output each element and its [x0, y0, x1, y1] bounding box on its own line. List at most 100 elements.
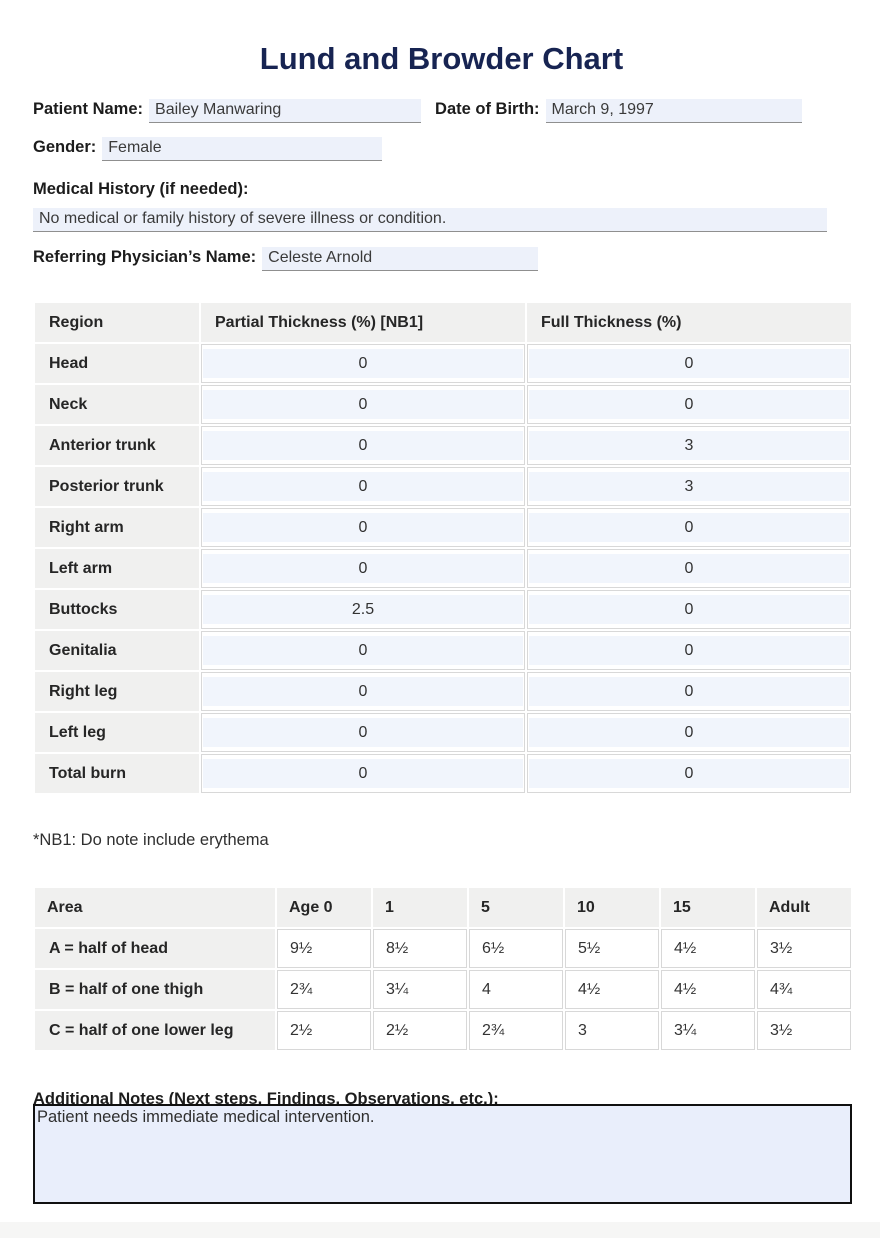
burn-partial-cell: 2.5 — [201, 590, 525, 629]
burn-table-header-row: Region Partial Thickness (%) [NB1] Full … — [35, 303, 851, 342]
burn-header-region: Region — [35, 303, 199, 342]
medical-history-label: Medical History (if needed): — [33, 180, 249, 198]
age-table-row: C = half of one lower leg 2½ 2½ 2¾ 3 3¼ 3½ — [35, 1011, 851, 1050]
burn-partial-cell: 0 — [201, 549, 525, 588]
burn-region-label: Anterior trunk — [35, 426, 199, 465]
burn-table-row: Right arm 0 0 — [35, 508, 851, 547]
age-value-cell: 8½ — [373, 929, 467, 968]
burn-header-full: Full Thickness (%) — [527, 303, 851, 342]
burn-partial-input[interactable]: 0 — [203, 554, 523, 583]
age-header-10: 10 — [565, 888, 659, 927]
burn-table-row: Total burn 0 0 — [35, 754, 851, 793]
physician-label: Referring Physician’s Name: — [33, 248, 257, 266]
burn-table-row: Left leg 0 0 — [35, 713, 851, 752]
burn-full-cell: 0 — [527, 385, 851, 424]
burn-partial-input[interactable]: 0 — [203, 677, 523, 706]
age-area-label: C = half of one lower leg — [35, 1011, 275, 1050]
burn-full-input[interactable]: 3 — [529, 472, 849, 501]
burn-partial-input[interactable]: 0 — [203, 390, 523, 419]
age-header-area: Area — [35, 888, 275, 927]
age-value-cell: 4½ — [661, 929, 755, 968]
age-table-header-row: Area Age 0 1 5 10 15 Adult — [35, 888, 851, 927]
burn-partial-cell: 0 — [201, 426, 525, 465]
burn-region-label: Left arm — [35, 549, 199, 588]
age-value-cell: 2¾ — [469, 1011, 563, 1050]
gender-label: Gender: — [33, 138, 97, 156]
age-value-cell: 4½ — [661, 970, 755, 1009]
burn-partial-input[interactable]: 2.5 — [203, 595, 523, 624]
burn-region-label: Total burn — [35, 754, 199, 793]
age-area-label: A = half of head — [35, 929, 275, 968]
burn-partial-cell: 0 — [201, 754, 525, 793]
burn-full-cell: 0 — [527, 549, 851, 588]
physician-input[interactable]: Celeste Arnold — [262, 247, 539, 271]
burn-full-cell: 0 — [527, 508, 851, 547]
burn-header-partial: Partial Thickness (%) [NB1] — [201, 303, 525, 342]
burn-table-row: Buttocks 2.5 0 — [35, 590, 851, 629]
age-header-1: 1 — [373, 888, 467, 927]
gender-input[interactable]: Female — [102, 137, 383, 161]
medical-history-input[interactable]: No medical or family history of severe i… — [33, 208, 827, 232]
burn-partial-input[interactable]: 0 — [203, 636, 523, 665]
age-value-cell: 3¼ — [373, 970, 467, 1009]
burn-table-row: Posterior trunk 0 3 — [35, 467, 851, 506]
burn-full-input[interactable]: 0 — [529, 759, 849, 788]
age-header-adult: Adult — [757, 888, 851, 927]
burn-partial-input[interactable]: 0 — [203, 513, 523, 542]
age-value-cell: 4 — [469, 970, 563, 1009]
burn-full-cell: 0 — [527, 672, 851, 711]
age-area-label: B = half of one thigh — [35, 970, 275, 1009]
medical-history-field-row: No medical or family history of severe i… — [33, 208, 850, 232]
age-table: Area Age 0 1 5 10 15 Adult A = half of h… — [33, 886, 853, 1052]
age-value-cell: 3¼ — [661, 1011, 755, 1050]
burn-full-cell: 0 — [527, 590, 851, 629]
patient-name-label: Patient Name: — [33, 100, 144, 118]
age-table-row: A = half of head 9½ 8½ 6½ 5½ 4½ 3½ — [35, 929, 851, 968]
burn-region-label: Genitalia — [35, 631, 199, 670]
page-title: Lund and Browder Chart — [259, 41, 624, 76]
medical-history-row: Medical History (if needed): — [33, 180, 850, 199]
additional-notes-input[interactable]: Patient needs immediate medical interven… — [33, 1104, 852, 1204]
burn-full-input[interactable]: 0 — [529, 554, 849, 583]
burn-partial-input[interactable]: 0 — [203, 349, 523, 378]
burn-partial-cell: 0 — [201, 631, 525, 670]
burn-partial-cell: 0 — [201, 713, 525, 752]
burn-table-row: Head 0 0 — [35, 344, 851, 383]
page-edge-strip — [0, 1222, 880, 1238]
age-value-cell: 2¾ — [277, 970, 371, 1009]
patient-name-input[interactable]: Bailey Manwaring — [149, 99, 422, 123]
burn-full-input[interactable]: 0 — [529, 677, 849, 706]
burn-full-input[interactable]: 0 — [529, 513, 849, 542]
burn-region-label: Neck — [35, 385, 199, 424]
burn-partial-input[interactable]: 0 — [203, 472, 523, 501]
gender-row: Gender: Female — [33, 137, 850, 161]
burn-partial-cell: 0 — [201, 672, 525, 711]
additional-notes-label: Additional Notes (Next steps, Findings, … — [33, 1090, 499, 1108]
burn-region-label: Right leg — [35, 672, 199, 711]
dob-input[interactable]: March 9, 1997 — [545, 99, 802, 123]
burn-partial-input[interactable]: 0 — [203, 759, 523, 788]
burn-partial-cell: 0 — [201, 385, 525, 424]
burn-full-input[interactable]: 0 — [529, 718, 849, 747]
age-header-5: 5 — [469, 888, 563, 927]
burn-table-row: Right leg 0 0 — [35, 672, 851, 711]
patient-name-row: Patient Name: Bailey Manwaring Date of B… — [33, 99, 850, 123]
burn-full-input[interactable]: 0 — [529, 349, 849, 378]
burn-region-label: Posterior trunk — [35, 467, 199, 506]
burn-partial-input[interactable]: 0 — [203, 718, 523, 747]
burn-region-label: Buttocks — [35, 590, 199, 629]
burn-full-cell: 0 — [527, 713, 851, 752]
burn-table-body: Head 0 0 Neck 0 0 Anterior trunk 0 3 Posterior tr… — [35, 344, 851, 793]
age-value-cell: 6½ — [469, 929, 563, 968]
burn-full-input[interactable]: 3 — [529, 431, 849, 460]
nb1-note: *NB1: Do note include erythema — [33, 831, 269, 849]
burn-full-input[interactable]: 0 — [529, 636, 849, 665]
burn-region-label: Left leg — [35, 713, 199, 752]
burn-partial-input[interactable]: 0 — [203, 431, 523, 460]
burn-region-label: Right arm — [35, 508, 199, 547]
burn-full-input[interactable]: 0 — [529, 390, 849, 419]
burn-full-input[interactable]: 0 — [529, 595, 849, 624]
burn-full-cell: 0 — [527, 754, 851, 793]
physician-row: Referring Physician’s Name: Celeste Arno… — [33, 247, 850, 271]
age-table-row: B = half of one thigh 2¾ 3¼ 4 4½ 4½ 4¾ — [35, 970, 851, 1009]
